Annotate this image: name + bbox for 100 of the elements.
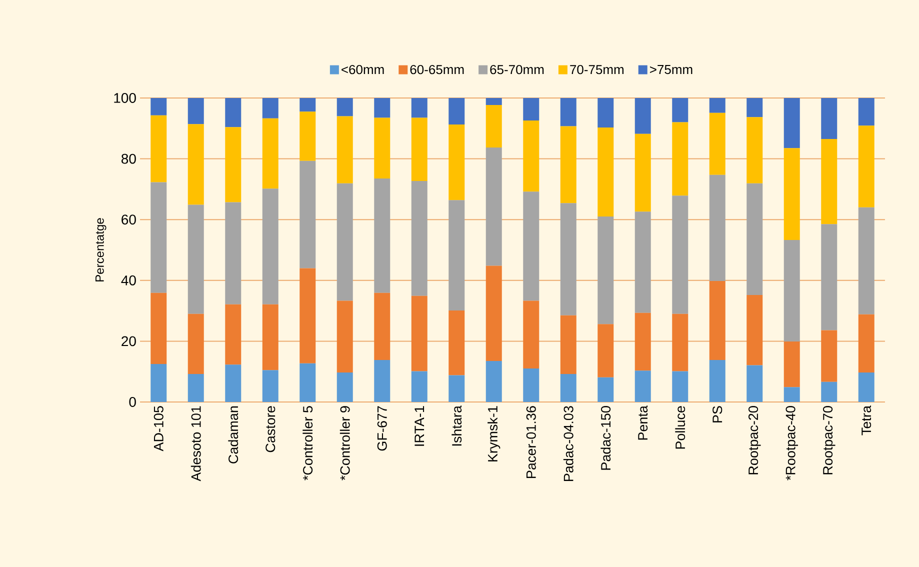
bar (784, 387, 800, 402)
bar (448, 124, 465, 200)
x-tick-label: Ishtara (452, 406, 462, 446)
bar (262, 98, 278, 118)
bar (262, 188, 278, 304)
x-tick-label: Padac-150 (600, 406, 611, 470)
bar (634, 212, 651, 313)
bar (336, 372, 353, 402)
bar (821, 382, 838, 402)
bar (560, 98, 576, 126)
bar (672, 371, 688, 402)
bar (709, 112, 726, 175)
bar (821, 139, 838, 224)
bar (784, 341, 800, 388)
bar (374, 98, 390, 118)
bar (784, 240, 800, 342)
bar (225, 127, 242, 202)
bar (336, 183, 353, 301)
bar (746, 98, 763, 118)
y-tick-label: 60 (122, 214, 136, 225)
bar (374, 178, 390, 293)
x-tick-label: Adesoto 101 (190, 406, 201, 482)
bar (672, 196, 688, 314)
bar (560, 374, 576, 402)
bar (709, 360, 726, 402)
x-tick-label: Polluce (675, 406, 686, 449)
bar (150, 364, 167, 402)
x-tick-label: Krymsk-1 (488, 406, 500, 462)
bar (188, 314, 204, 374)
bar (411, 296, 428, 372)
x-tick-label: Rootpac-70 (823, 406, 836, 474)
bar (709, 174, 726, 281)
bar (486, 104, 502, 148)
bar (374, 292, 390, 360)
bar (300, 268, 316, 364)
bar (858, 372, 874, 402)
bar (560, 126, 576, 204)
bar (821, 224, 838, 330)
bar (411, 180, 428, 296)
bar (188, 98, 204, 124)
x-tick-label: Pacer-01.36 (526, 406, 536, 478)
bar (523, 192, 540, 301)
bar (634, 134, 651, 212)
bar (448, 98, 465, 124)
bar (150, 292, 167, 364)
y-tick-label: 100 (114, 93, 136, 103)
bar (188, 124, 204, 205)
bar (188, 374, 204, 402)
x-tick-label: Padac-04.03 (563, 406, 574, 481)
bar (746, 117, 763, 184)
x-tick-label: *Controller 9 (340, 406, 350, 480)
bar (374, 360, 390, 402)
bar (486, 360, 502, 402)
bar (225, 304, 242, 365)
legend-label: 70-75mm (570, 64, 624, 74)
bar (262, 304, 278, 370)
x-tick-label: Rootpac-20 (748, 406, 761, 474)
bar (709, 280, 726, 360)
bar (225, 98, 242, 128)
bar (598, 324, 614, 378)
bar (523, 98, 540, 120)
bar (336, 116, 353, 184)
bar (560, 203, 576, 316)
bar (598, 98, 614, 128)
x-tick-label: AD-105 (154, 406, 164, 452)
bar (300, 160, 316, 268)
x-tick-label: PS (712, 406, 722, 422)
legend-label: 65-70mm (490, 64, 544, 74)
bar (560, 315, 576, 374)
y-tick-label: 0 (129, 397, 136, 407)
y-axis-title: Percentatge (96, 218, 106, 282)
x-tick-label: Castore (266, 406, 276, 452)
bar (411, 98, 428, 118)
bar (150, 182, 167, 293)
bar (225, 364, 242, 402)
bar (523, 368, 540, 402)
bar (300, 363, 316, 402)
bar (634, 370, 651, 402)
bar (188, 204, 204, 314)
bar (336, 98, 353, 116)
bar (150, 115, 167, 182)
bar (634, 312, 651, 371)
bar (523, 120, 540, 192)
bar (300, 112, 316, 161)
bar (486, 98, 502, 105)
x-tick-label: Cadaman (228, 406, 238, 464)
bar (746, 365, 763, 402)
bar (374, 118, 390, 179)
bar (821, 330, 838, 382)
bar (672, 98, 688, 122)
bar (672, 314, 688, 372)
y-tick-label: 80 (122, 154, 136, 164)
x-tick-label: GF-677 (377, 406, 387, 451)
legend-label: <60mm (342, 64, 384, 74)
bar (448, 375, 465, 402)
bar (300, 98, 316, 112)
bar (262, 118, 278, 189)
x-tick-label: *Controller 5 (302, 406, 313, 480)
bar (746, 294, 763, 366)
bar (411, 371, 428, 402)
